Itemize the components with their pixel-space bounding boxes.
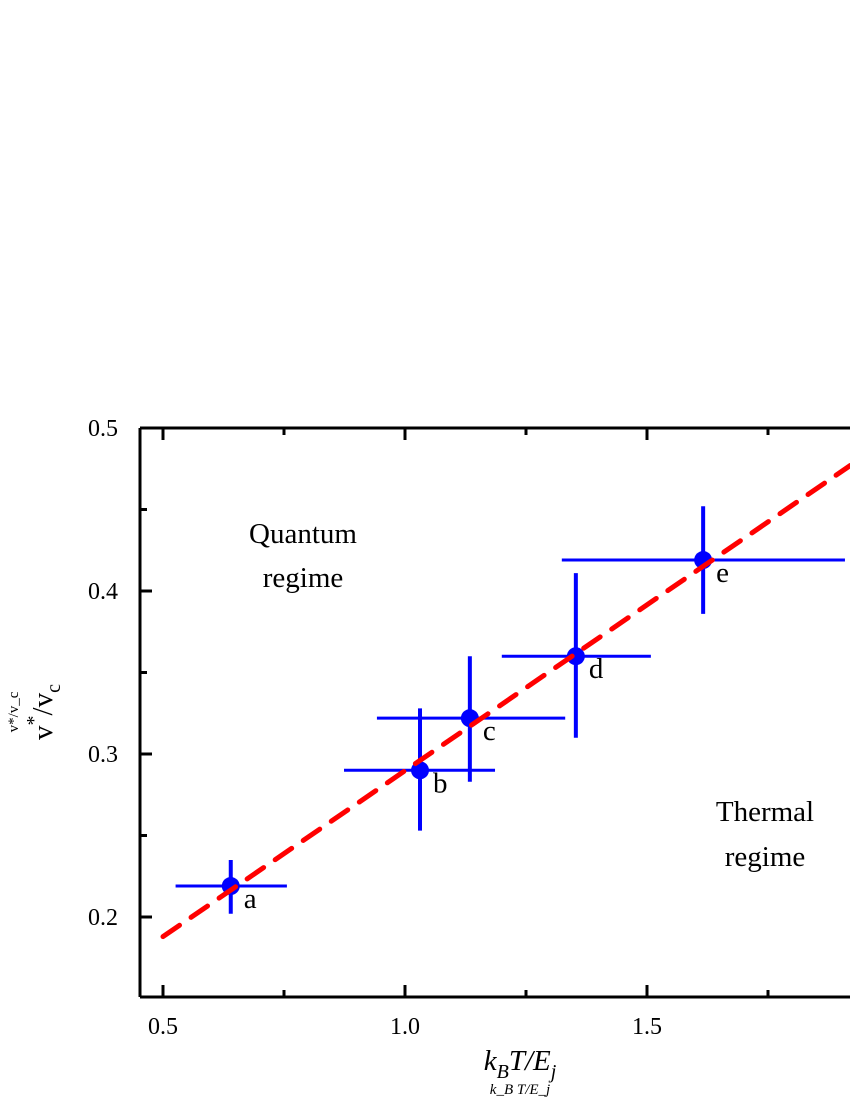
point-label: b [433, 767, 448, 799]
y-tick-label: 0.3 [88, 742, 118, 768]
axes: 0.5 1.0 1.5 0.2 0.3 0.4 0.5 [88, 416, 850, 1040]
point-label: c [483, 715, 496, 747]
fit-line [160, 463, 850, 940]
data-point-a: a [175, 859, 287, 915]
y-tick-label: 0.2 [88, 905, 118, 931]
data-point-e: e [561, 506, 845, 614]
y-tick-label: 0.4 [88, 579, 118, 605]
x-tick-label: 0.5 [148, 1014, 178, 1040]
point-label: e [716, 557, 729, 589]
point-label: a [244, 883, 257, 915]
fit-line-group [160, 463, 850, 940]
annotation-quantum: Quantum regime [249, 518, 357, 594]
data-marker [566, 647, 585, 666]
annotation-thermal-line1: Thermal [716, 796, 814, 828]
y-tick-label: 0.5 [88, 416, 118, 442]
y-axis-label: v*/vc [23, 684, 65, 740]
annotation-quantum-line1: Quantum [249, 518, 357, 550]
y-axis-label-text: v*/v_c [6, 691, 22, 732]
x-tick-label: 1.0 [390, 1014, 420, 1040]
data-point-d: d [501, 573, 651, 738]
data-points: a b c d e [175, 506, 845, 915]
annotation-thermal-line2: regime [725, 841, 806, 873]
x-axis-label: kBT/Ej [484, 1045, 557, 1083]
x-axis-label-text: k_B T/E_j [490, 1082, 550, 1098]
annotation-quantum-line2: regime [263, 562, 344, 594]
point-label: d [589, 653, 604, 685]
data-point-c: c [376, 656, 566, 782]
annotation-thermal: Thermal regime [716, 796, 814, 873]
x-tick-label: 1.5 [632, 1014, 662, 1040]
